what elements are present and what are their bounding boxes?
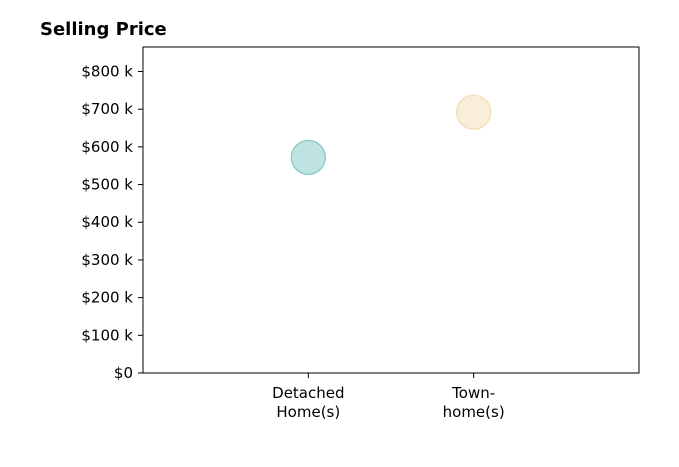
y-axis: $0 $100 k $200 k $300 k $400 k $500 k $600 k $7… bbox=[81, 62, 143, 382]
x-tick-label: home(s) bbox=[443, 403, 505, 421]
y-tick-label: $300 k bbox=[81, 251, 133, 269]
data-point bbox=[456, 94, 492, 130]
data-point bbox=[290, 139, 326, 176]
x-tick-label: Home(s) bbox=[276, 403, 340, 421]
y-tick-label: $100 k bbox=[81, 326, 133, 344]
y-tick-label: $0 bbox=[114, 364, 133, 382]
y-tick-label: $200 k bbox=[81, 289, 133, 307]
y-tick-label: $800 k bbox=[81, 62, 133, 80]
x-tick-label: Town- bbox=[451, 384, 495, 402]
y-tick-label: $400 k bbox=[81, 213, 133, 231]
data-points bbox=[290, 94, 492, 176]
chart-title: Selling Price bbox=[40, 19, 167, 40]
y-tick-label: $500 k bbox=[81, 176, 133, 194]
y-tick-label: $700 k bbox=[81, 100, 133, 118]
plot-area bbox=[142, 46, 640, 374]
y-tick-label: $600 k bbox=[81, 138, 133, 156]
x-tick-label: Detached bbox=[272, 384, 344, 402]
